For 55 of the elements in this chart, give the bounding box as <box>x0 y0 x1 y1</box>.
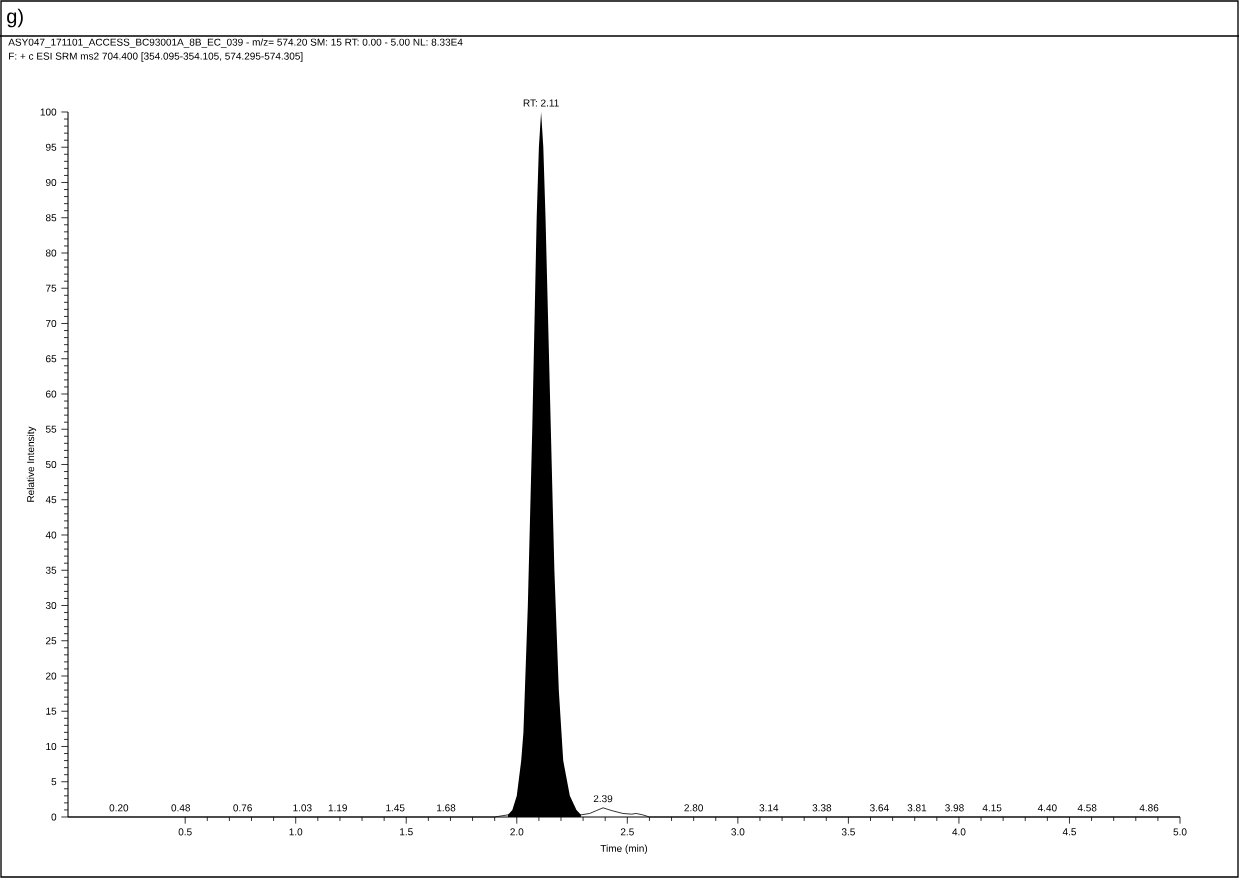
x-tick-label: 2.5 <box>620 828 634 836</box>
y-tick-label: 80 <box>45 249 57 257</box>
x-tick-label: 5.0 <box>1173 828 1187 836</box>
annotation: 3.38 <box>812 804 832 812</box>
annotation: RT: 2.11 <box>523 99 559 107</box>
y-tick-label: 65 <box>46 355 57 363</box>
annotation: 3.64 <box>869 804 889 812</box>
y-tick-label: 60 <box>46 390 57 398</box>
x-tick-label: 3.5 <box>841 828 855 836</box>
y-tick-label: 70 <box>46 319 57 328</box>
y-tick-label: 5 <box>51 778 57 786</box>
y-tick-label: 0 <box>51 813 57 821</box>
annotation: 4.15 <box>982 804 1002 812</box>
annotation: 1.19 <box>328 804 347 812</box>
y-tick-label: 85 <box>45 214 57 222</box>
y-tick-label: 35 <box>45 566 57 574</box>
y-tick-label: 95 <box>45 143 57 151</box>
annotation: 4.40 <box>1037 804 1057 812</box>
annotation: 3.14 <box>759 804 779 812</box>
text: g) <box>7 8 23 28</box>
annotation: 1.03 <box>293 804 312 812</box>
y-tick-label: 20 <box>46 672 57 680</box>
annotation: 3.81 <box>907 804 927 812</box>
x-tick-label: 4.0 <box>952 828 966 836</box>
x-tick-label: 0.5 <box>178 828 192 836</box>
y-tick-label: 90 <box>45 178 57 187</box>
x-tick-label: 3.0 <box>731 828 745 836</box>
annotation: 1.68 <box>437 804 456 812</box>
y-tick-label: 10 <box>46 742 57 751</box>
annotation: 2.39 <box>593 795 613 803</box>
y-tick-label: 75 <box>46 284 57 292</box>
annotation: 4.58 <box>1077 804 1097 812</box>
x-tick-label: 4.5 <box>1062 828 1076 836</box>
x-tick-label: 1.0 <box>289 828 303 836</box>
y-tick-label: 25 <box>46 637 57 645</box>
chart-title: ASY047_171101_ACCESS_BC93001A_8B_EC_039 - m/z= 574.20 SM: 15 RT: 0.00 - 5.00 NL: 8.33E4 <box>8 38 463 48</box>
x-tick-label: 2.0 <box>510 828 524 836</box>
y-axis-title: Relative Intensity <box>26 426 37 502</box>
chart-subtitle: F: + c ESI SRM ms2 704.400 [354.095-354.105, 574.295-574.305] <box>9 52 303 62</box>
annotation: 0.48 <box>171 804 191 812</box>
y-tick-label: 30 <box>45 601 57 610</box>
annotation: 2.80 <box>684 804 703 812</box>
y-tick-label: 40 <box>45 531 57 539</box>
y-tick-label: 45 <box>45 496 57 504</box>
y-tick-label: 100 <box>40 108 57 116</box>
annotation: 0.76 <box>233 804 252 812</box>
y-tick-label: 55 <box>45 425 57 433</box>
annotation: 4.86 <box>1139 804 1159 812</box>
x-axis-title: Time (min) <box>600 844 648 854</box>
annotation: 0.20 <box>109 804 129 812</box>
annotation: 1.45 <box>386 804 405 812</box>
x-tick-label: 1.5 <box>400 828 413 836</box>
y-tick-label: 15 <box>46 707 57 715</box>
annotation: 3.98 <box>945 804 964 812</box>
y-tick-label: 50 <box>45 460 57 469</box>
